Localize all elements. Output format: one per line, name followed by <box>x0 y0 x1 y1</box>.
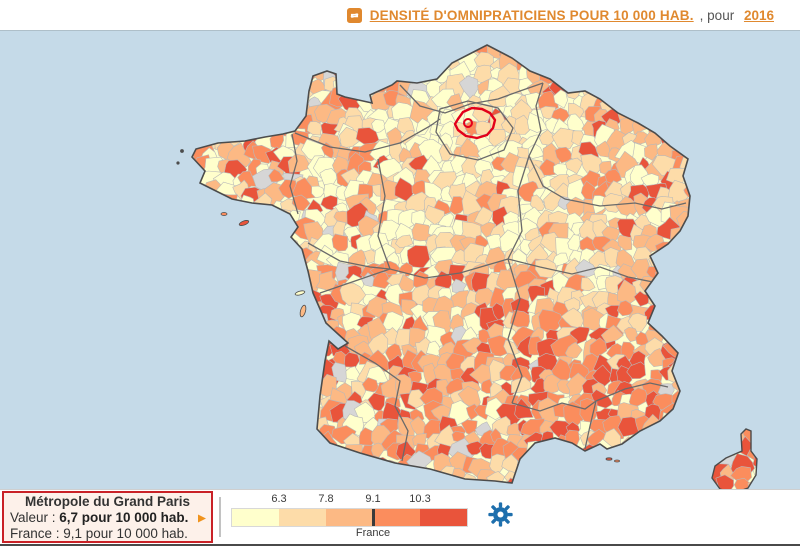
infobox-area-name: Métropole du Grand Paris <box>24 494 191 509</box>
legend-france-marker-label: France <box>355 527 391 539</box>
grand-paris-highlight[interactable] <box>453 106 497 140</box>
indicator-year-separator: , pour <box>699 7 738 23</box>
selected-area-infobox: Métropole du Grand Paris Valeur : 6,7 po… <box>2 491 213 543</box>
france-choropleth-map[interactable] <box>0 31 800 546</box>
legend: 6.3 7.8 9.1 10.3 France <box>231 493 468 541</box>
legend-tick-labels: 6.3 7.8 9.1 10.3 <box>232 493 467 507</box>
indicator-year-link[interactable]: 2016 <box>743 7 774 23</box>
infobox-france-line: France : 9,1 pour 10 000 hab. <box>10 526 188 541</box>
legend-france-marker <box>372 509 375 526</box>
legend-swatch <box>279 509 326 526</box>
swap-indicator-icon[interactable] <box>346 7 362 23</box>
infobox-value: 6,7 pour 10 000 hab. <box>59 510 189 525</box>
choropleth-map-area <box>0 30 800 546</box>
legend-tick-label: 7.8 <box>318 493 334 505</box>
legend-swatch <box>232 509 279 526</box>
legend-swatch <box>373 509 420 526</box>
legend-settings-gear-icon[interactable] <box>486 501 514 529</box>
legend-tick-label: 9.1 <box>365 493 381 505</box>
legend-swatch <box>326 509 373 526</box>
indicator-title-link[interactable]: DENSITÉ D'OMNIPRATICIENS POUR 10 000 HAB… <box>369 7 694 23</box>
legend-tick-label: 10.3 <box>409 493 431 505</box>
infobox-arrow-icon[interactable] <box>191 512 207 525</box>
legend-color-bar <box>231 508 468 527</box>
legend-swatch <box>420 509 467 526</box>
indicator-header: DENSITÉ D'OMNIPRATICIENS POUR 10 000 HAB… <box>0 0 800 30</box>
page-bottom-border <box>0 544 800 546</box>
infobox-value-line: Valeur : 6,7 pour 10 000 hab. <box>10 510 205 526</box>
legend-tick-label: 6.3 <box>271 493 287 505</box>
infobox-value-label: Valeur : <box>10 510 60 525</box>
legend-separator-line <box>219 497 221 537</box>
